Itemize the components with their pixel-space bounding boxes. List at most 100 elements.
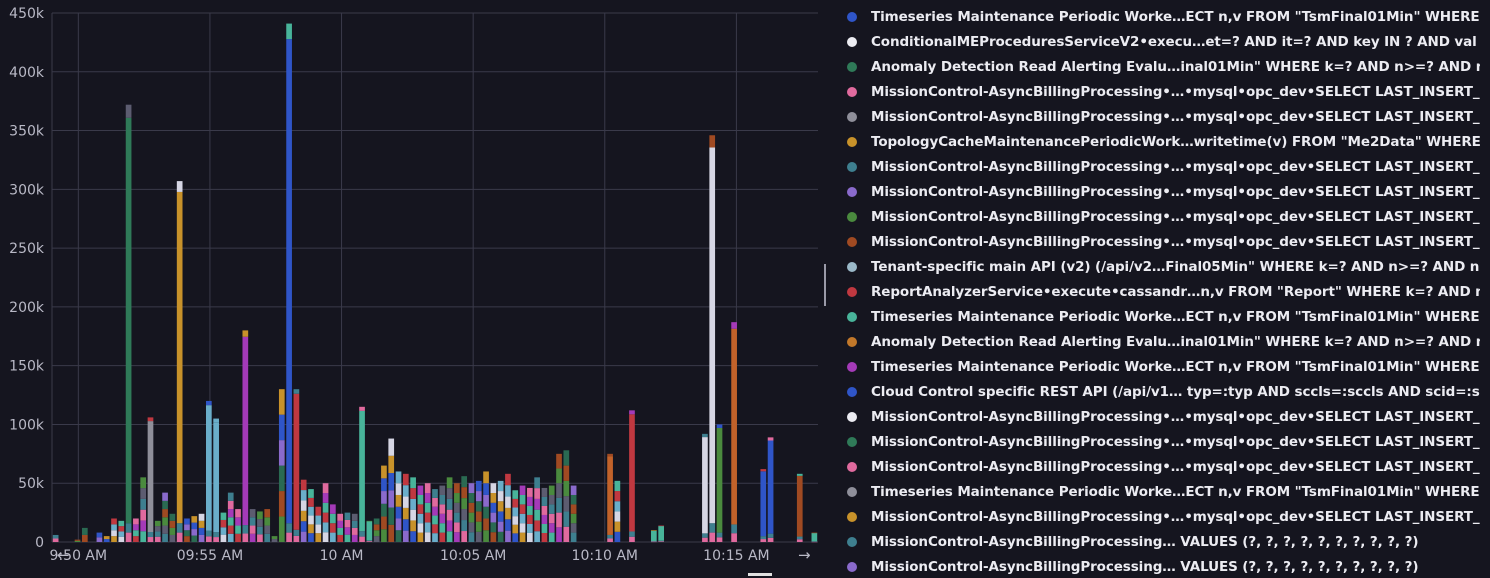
bar-stack[interactable] [249, 509, 256, 542]
bar-stack[interactable] [658, 525, 664, 542]
legend-item[interactable]: MissionControl-AsyncBillingProcessing•…•… [840, 229, 1480, 254]
bar-stack[interactable] [198, 513, 205, 542]
bar-stack[interactable] [519, 485, 526, 542]
bar-stack[interactable] [629, 410, 635, 542]
bar-stack[interactable] [242, 330, 249, 542]
bar-stack[interactable] [330, 504, 336, 542]
bar-stack[interactable] [541, 487, 548, 542]
bar-stack[interactable] [388, 438, 395, 542]
bar-stack[interactable] [731, 322, 737, 542]
bar-stack[interactable] [468, 483, 475, 542]
bar-stack[interactable] [548, 485, 555, 542]
legend-item[interactable]: Timeseries Maintenance Periodic Worke…EC… [840, 479, 1480, 504]
legend-item[interactable]: Anomaly Detection Read Alerting Evalu…in… [840, 54, 1480, 79]
legend-item[interactable]: Timeseries Maintenance Periodic Worke…EC… [840, 4, 1480, 29]
legend-item[interactable]: MissionControl-AsyncBillingProcessing•…•… [840, 104, 1480, 129]
bar-stack[interactable] [300, 479, 307, 542]
bar-stack[interactable] [103, 536, 110, 542]
bar-stack[interactable] [439, 485, 446, 542]
bar-stack[interactable] [81, 527, 88, 542]
bar-stack[interactable] [359, 406, 365, 542]
legend-item[interactable]: TopologyCacheMaintenancePeriodicWork…wri… [840, 129, 1480, 154]
bar-stack[interactable] [497, 480, 504, 542]
bar-stack[interactable] [767, 437, 774, 542]
bar-stack[interactable] [716, 424, 723, 542]
bar-stack[interactable] [512, 490, 519, 542]
bar-stack[interactable] [322, 483, 329, 542]
bar-stack[interactable] [490, 483, 497, 542]
bar-stack[interactable] [147, 417, 154, 542]
bar-stack[interactable] [614, 480, 621, 542]
bar-stack[interactable] [454, 483, 460, 542]
bar-stack[interactable] [337, 513, 344, 542]
bar-stack[interactable] [278, 389, 285, 542]
bar-stack[interactable] [176, 181, 183, 542]
legend-item[interactable]: MissionControl-AsyncBillingProcessing•…•… [840, 79, 1480, 104]
scroll-right-arrow[interactable]: → [798, 546, 811, 564]
scroll-left-arrow[interactable]: ← [57, 546, 70, 564]
legend-item[interactable]: MissionControl-AsyncBillingProcessing… V… [840, 554, 1480, 578]
bar-stack[interactable] [133, 518, 139, 542]
bar-stack[interactable] [140, 477, 147, 542]
bar-stack[interactable] [227, 492, 234, 542]
legend-item[interactable]: MissionControl-AsyncBillingProcessing•…•… [840, 154, 1480, 179]
bar-stack[interactable] [220, 512, 227, 542]
bar-stack[interactable] [264, 509, 271, 542]
bar-stack[interactable] [570, 485, 577, 542]
bar-stack[interactable] [351, 513, 358, 542]
legend-item[interactable]: Anomaly Detection Read Alerting Evalu…in… [840, 329, 1480, 354]
bar-stack[interactable] [96, 532, 103, 542]
bar-stack[interactable] [563, 450, 570, 542]
legend-item[interactable]: Timeseries Maintenance Periodic Worke…EC… [840, 354, 1480, 379]
bar-stack[interactable] [191, 516, 198, 542]
legend-item[interactable]: ReportAnalyzerService•execute•cassandr…n… [840, 279, 1480, 304]
bar-stack[interactable] [118, 520, 125, 542]
bar-stack[interactable] [206, 400, 212, 542]
legend-item[interactable]: MissionControl-AsyncBillingProcessing•…•… [840, 454, 1480, 479]
bar-stack[interactable] [184, 518, 190, 542]
bar-stack[interactable] [373, 518, 380, 542]
legend-item[interactable]: MissionControl-AsyncBillingProcessing•…•… [840, 404, 1480, 429]
legend-item[interactable]: MissionControl-AsyncBillingProcessing•…•… [840, 504, 1480, 529]
bar-stack[interactable] [651, 530, 657, 543]
bar-stack[interactable] [483, 471, 489, 542]
bar-stack[interactable] [811, 532, 818, 543]
bar-stack[interactable] [424, 483, 431, 542]
bar-stack[interactable] [344, 512, 351, 542]
bar-stack[interactable] [74, 539, 81, 542]
legend-item[interactable]: MissionControl-AsyncBillingProcessing•…•… [840, 204, 1480, 229]
bar-stack[interactable] [315, 506, 322, 542]
bar-stack[interactable] [534, 477, 540, 542]
legend-item[interactable]: Cloud Control specific REST API (/api/v1… [840, 379, 1480, 404]
bar-stack[interactable] [257, 511, 263, 542]
bar-stack[interactable] [556, 453, 562, 542]
legend-item[interactable]: MissionControl-AsyncBillingProcessing•…•… [840, 429, 1480, 454]
bar-stack[interactable] [162, 492, 168, 542]
bar-stack[interactable] [286, 23, 292, 542]
bar-stack[interactable] [154, 520, 161, 542]
bar-stack[interactable] [271, 536, 278, 542]
bar-stack[interactable] [446, 477, 453, 542]
bar-stack[interactable] [760, 469, 767, 542]
bar-stack[interactable] [402, 473, 409, 542]
legend-item[interactable]: ConditionalMEProceduresServiceV2•execu…e… [840, 29, 1480, 54]
bar-stack[interactable] [607, 453, 613, 542]
bar-stack[interactable] [461, 476, 468, 542]
bar-stack[interactable] [702, 433, 708, 542]
bar-stack[interactable] [505, 473, 511, 542]
legend-item[interactable]: MissionControl-AsyncBillingProcessing•…•… [840, 179, 1480, 204]
bar-stack[interactable] [526, 487, 533, 542]
bar-stack[interactable] [796, 473, 803, 542]
horizontal-scroll-thumb[interactable] [748, 573, 772, 576]
legend-item[interactable]: Tenant-specific main API (v2) (/api/v2…F… [840, 254, 1480, 279]
bar-stack[interactable] [381, 465, 387, 542]
bar-stack[interactable] [169, 513, 176, 542]
bar-stack[interactable] [308, 489, 314, 542]
bar-stack[interactable] [293, 389, 300, 542]
legend-resize-handle[interactable] [824, 264, 826, 306]
legend-item[interactable]: Timeseries Maintenance Periodic Worke…EC… [840, 304, 1480, 329]
bar-stack[interactable] [366, 520, 373, 542]
bar-stack[interactable] [432, 489, 438, 542]
bar-stack[interactable] [475, 480, 482, 542]
bar-stack[interactable] [709, 135, 716, 542]
